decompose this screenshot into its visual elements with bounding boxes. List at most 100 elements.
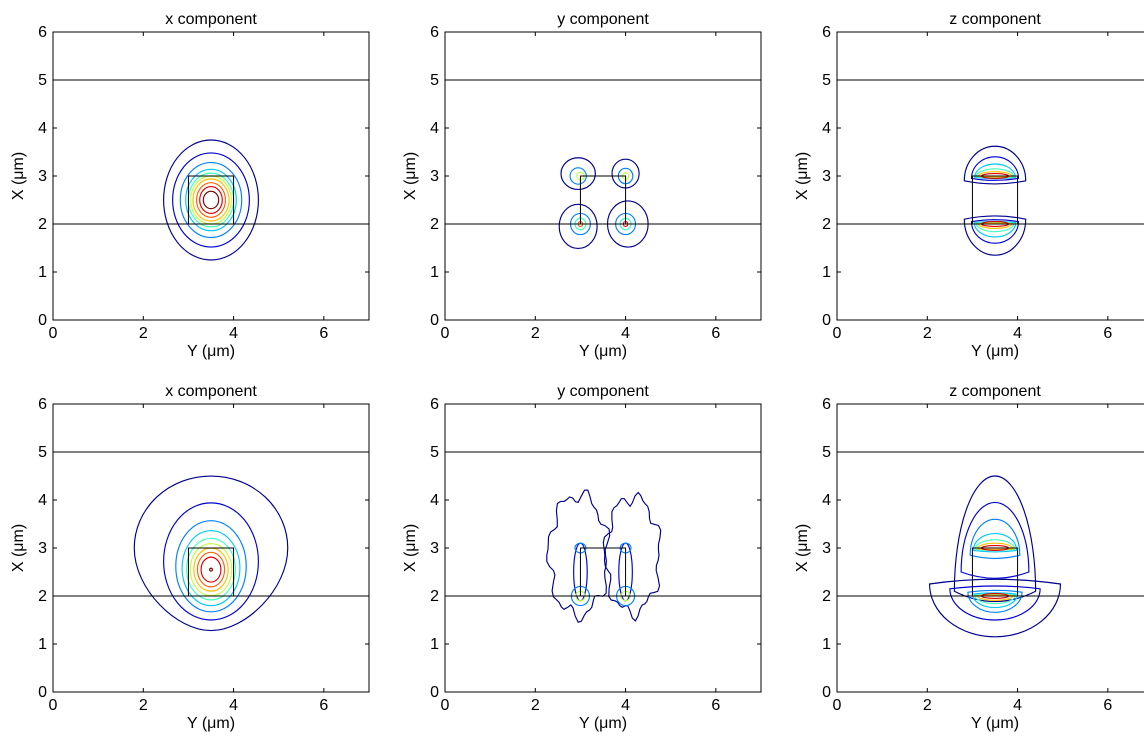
x-tick-label: 2 bbox=[139, 325, 148, 342]
y-tick-label: 2 bbox=[430, 216, 439, 233]
chart-title: z component bbox=[949, 11, 1041, 28]
y-tick-label: 5 bbox=[822, 72, 831, 89]
contour-line bbox=[202, 190, 220, 210]
contour-lobe bbox=[971, 592, 1019, 608]
y-tick-label: 0 bbox=[822, 684, 831, 701]
contour-line bbox=[172, 152, 250, 248]
contour-line bbox=[560, 157, 596, 191]
x-tick-label: 6 bbox=[319, 697, 328, 714]
y-axis-label: X (μm) bbox=[794, 152, 811, 200]
y-tick-label: 2 bbox=[38, 588, 47, 605]
x-tick-label: 0 bbox=[833, 325, 842, 342]
plot-area bbox=[837, 451, 1144, 638]
contour-lobe bbox=[975, 168, 1015, 179]
contour-line bbox=[185, 168, 237, 232]
x-axis-label: Y (μm) bbox=[579, 343, 627, 360]
x-tick-label: 2 bbox=[139, 697, 148, 714]
contour-line bbox=[196, 551, 226, 588]
x-tick-label: 4 bbox=[621, 697, 630, 714]
contour-line bbox=[602, 491, 662, 622]
y-tick-label: 2 bbox=[822, 588, 831, 605]
contour-line bbox=[163, 502, 259, 621]
contour-line bbox=[179, 161, 243, 239]
x-tick-label: 6 bbox=[711, 697, 720, 714]
y-axis-label: X (μm) bbox=[402, 152, 419, 200]
contour-lobe bbox=[928, 578, 1062, 638]
core-outline bbox=[971, 175, 1019, 225]
x-tick-label: 4 bbox=[229, 325, 238, 342]
y-tick-label: 1 bbox=[430, 264, 439, 281]
chart-title: z component bbox=[949, 383, 1041, 400]
y-tick-label: 6 bbox=[822, 396, 831, 413]
x-tick-label: 2 bbox=[923, 325, 932, 342]
plot-area bbox=[53, 79, 369, 261]
chart-title: x component bbox=[165, 11, 257, 28]
core-outline bbox=[187, 175, 235, 225]
contour-lobe bbox=[969, 518, 1021, 560]
contour-lobe bbox=[960, 501, 1030, 579]
contour-lobe bbox=[970, 156, 1020, 181]
x-axis-label: Y (μm) bbox=[187, 343, 235, 360]
contour-lobe bbox=[977, 171, 1013, 178]
y-tick-label: 2 bbox=[38, 216, 47, 233]
y-tick-label: 4 bbox=[430, 120, 439, 137]
y-axis-label: X (μm) bbox=[10, 152, 27, 200]
plot-area bbox=[445, 451, 761, 624]
x-tick-label: 4 bbox=[621, 325, 630, 342]
contour-lobe bbox=[963, 145, 1027, 185]
contour-lobe bbox=[976, 542, 1014, 551]
contour-line bbox=[192, 178, 230, 222]
y-axis-label: X (μm) bbox=[10, 524, 27, 572]
y-tick-label: 5 bbox=[430, 444, 439, 461]
chart-title: y component bbox=[557, 383, 649, 400]
contour-line bbox=[195, 182, 227, 218]
y-tick-label: 0 bbox=[430, 312, 439, 329]
contour-lobe bbox=[976, 594, 1014, 601]
y-tick-label: 2 bbox=[822, 216, 831, 233]
contour-lobe bbox=[949, 585, 1041, 621]
y-tick-label: 0 bbox=[38, 312, 47, 329]
y-tick-label: 6 bbox=[822, 24, 831, 41]
y-tick-label: 3 bbox=[822, 168, 831, 185]
contour-line bbox=[558, 203, 598, 250]
y-tick-label: 1 bbox=[822, 264, 831, 281]
x-tick-label: 0 bbox=[441, 697, 450, 714]
y-tick-label: 6 bbox=[430, 396, 439, 413]
x-tick-label: 4 bbox=[1013, 697, 1022, 714]
y-tick-label: 5 bbox=[38, 444, 47, 461]
contour-lobe bbox=[975, 221, 1015, 233]
x-tick-label: 4 bbox=[229, 697, 238, 714]
contour-line bbox=[193, 547, 229, 592]
chart-panel-5: 0 2 4 6 0 1 2 3 4 5 6 y component Y (μm) X (μm) bbox=[402, 383, 762, 732]
x-tick-label: 4 bbox=[1013, 325, 1022, 342]
x-tick-label: 0 bbox=[49, 325, 58, 342]
plot-area bbox=[837, 79, 1144, 256]
y-tick-label: 4 bbox=[38, 492, 47, 509]
y-tick-label: 5 bbox=[822, 444, 831, 461]
x-axis-label: Y (μm) bbox=[971, 343, 1019, 360]
y-tick-label: 3 bbox=[38, 540, 47, 557]
chart-panel-3: 0 2 4 6 0 1 2 3 4 5 6 z component Y (μm) X (μm) bbox=[794, 11, 1144, 360]
y-tick-label: 2 bbox=[430, 588, 439, 605]
y-tick-label: 3 bbox=[822, 540, 831, 557]
y-tick-label: 4 bbox=[38, 120, 47, 137]
contour-line bbox=[189, 543, 233, 597]
core-outline bbox=[971, 547, 1019, 597]
plot-area bbox=[445, 79, 761, 250]
y-axis-label: X (μm) bbox=[794, 524, 811, 572]
y-tick-label: 4 bbox=[430, 492, 439, 509]
x-tick-label: 2 bbox=[923, 697, 932, 714]
x-tick-label: 6 bbox=[319, 325, 328, 342]
y-tick-label: 0 bbox=[430, 684, 439, 701]
x-axis-label: Y (μm) bbox=[187, 715, 235, 732]
y-tick-label: 1 bbox=[38, 264, 47, 281]
y-tick-label: 6 bbox=[38, 396, 47, 413]
chart-panel-1: 0 2 4 6 0 1 2 3 4 5 6 x component Y (μm) X (μm) bbox=[10, 11, 370, 360]
contour-line bbox=[181, 530, 241, 607]
contour-line bbox=[187, 172, 235, 228]
contour-line bbox=[199, 185, 223, 215]
x-axis-label: Y (μm) bbox=[579, 715, 627, 732]
chart-panel-2: 0 2 4 6 0 1 2 3 4 5 6 y component Y (μm) X (μm) bbox=[402, 11, 762, 360]
contour-lobe bbox=[967, 589, 1023, 613]
